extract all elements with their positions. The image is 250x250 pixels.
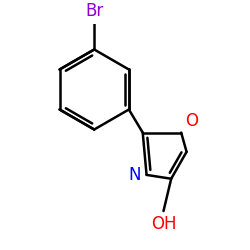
Text: N: N (128, 166, 140, 184)
Text: Br: Br (85, 2, 103, 20)
Text: O: O (185, 112, 198, 130)
Text: OH: OH (151, 215, 176, 233)
